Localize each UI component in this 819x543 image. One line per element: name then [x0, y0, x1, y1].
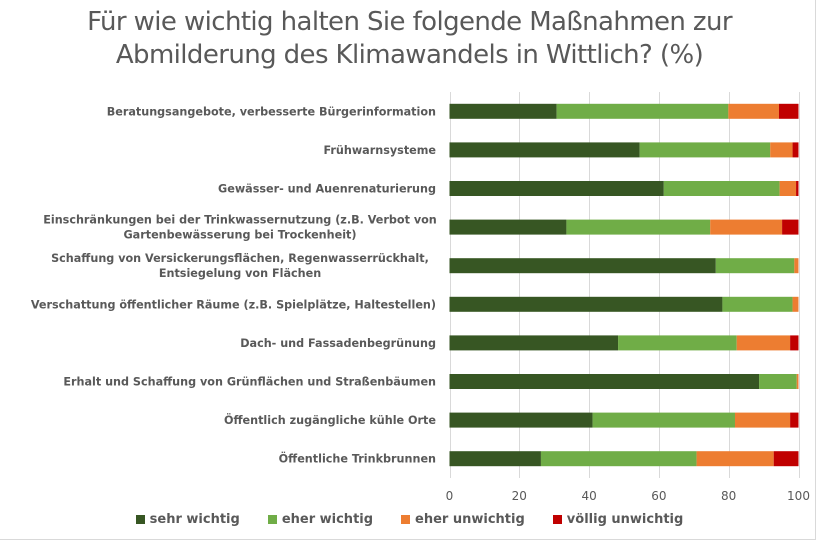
bar-segment-sehr-wichtig — [449, 296, 723, 312]
legend-item: eher unwichtig — [401, 512, 525, 527]
bar-segment-eher-unwichtig — [794, 258, 799, 274]
bar-segment-sehr-wichtig — [449, 335, 619, 351]
legend-swatch-icon — [135, 515, 145, 524]
bar-segment-eher-unwichtig — [710, 219, 783, 235]
bar-segment-sehr-wichtig — [449, 219, 567, 235]
bar-segment-sehr-wichtig — [449, 374, 760, 389]
category-label: Dach- und Fassadenbegrünung — [240, 337, 436, 350]
bar-segment-völlig-unwichtig — [790, 412, 799, 428]
bar-segment-sehr-wichtig — [449, 412, 593, 428]
chart-title-line-2: Abmilderung des Klimawandels in Wittlich… — [115, 40, 704, 70]
bar-segment-sehr-wichtig — [449, 181, 664, 196]
category-label: Beratungsangebote, verbesserte Bürgerinf… — [107, 105, 436, 118]
x-tick-label: 20 — [512, 489, 527, 503]
chart-title: Für wie wichtig halten Sie folgende Maßn… — [0, 6, 819, 72]
bar-segment-sehr-wichtig — [449, 142, 640, 158]
bar-segment-eher-wichtig — [592, 412, 735, 428]
bar-segment-völlig-unwichtig — [773, 451, 799, 467]
chart-legend: sehr wichtig eher wichtig eher unwichtig vö… — [0, 512, 819, 527]
chart-title-line-1: Für wie wichtig halten Sie folgende Maßn… — [87, 7, 732, 37]
category-label: Verschattung öffentlicher Räume (z.B. Sp… — [31, 298, 436, 311]
bar-segment-eher-unwichtig — [796, 374, 799, 389]
category-label: Öffentliche Trinkbrunnen — [279, 452, 436, 466]
bar-segment-eher-unwichtig — [734, 412, 791, 428]
x-tick-label: 0 — [446, 489, 454, 503]
category-label: Erhalt und Schaffung von Grünflächen und… — [63, 376, 436, 389]
legend-label: eher wichtig — [281, 512, 374, 527]
legend-label: völlig unwichtig — [566, 512, 684, 527]
bar-segment-völlig-unwichtig — [792, 142, 799, 158]
x-tick-label: 80 — [721, 489, 736, 503]
bar-segment-eher-wichtig — [618, 335, 737, 351]
legend-item: sehr wichtig — [135, 512, 240, 527]
legend-swatch-icon — [267, 515, 277, 524]
x-tick-label: 40 — [581, 489, 596, 503]
category-label: Schaffung von Versickerungsflächen, Rege… — [51, 252, 429, 265]
legend-label: eher unwichtig — [415, 512, 525, 527]
bar-segment-eher-wichtig — [722, 296, 793, 312]
legend-item: eher wichtig — [267, 512, 374, 527]
bar-segment-sehr-wichtig — [449, 103, 557, 119]
bar-segment-eher-wichtig — [566, 219, 711, 235]
category-label: Entsiegelung von Flächen — [159, 267, 321, 280]
legend-item: völlig unwichtig — [552, 512, 684, 527]
bar-segment-eher-wichtig — [540, 451, 697, 467]
bar-segment-eher-wichtig — [556, 103, 729, 119]
bar-segment-völlig-unwichtig — [796, 181, 799, 196]
bar-segment-eher-wichtig — [639, 142, 771, 158]
legend-swatch-icon — [552, 515, 562, 524]
x-tick-label: 100 — [787, 489, 810, 503]
category-label: Gartenbewässerung bei Trockenheit) — [124, 229, 357, 242]
bar-segment-eher-unwichtig — [770, 142, 793, 158]
legend-label: sehr wichtig — [149, 512, 240, 527]
bar-segment-völlig-unwichtig — [790, 335, 799, 351]
bar-segment-eher-unwichtig — [728, 103, 779, 119]
bar-segment-eher-unwichtig — [779, 181, 797, 196]
bar-segment-eher-unwichtig — [736, 335, 791, 351]
bar-segment-eher-wichtig — [715, 258, 795, 274]
category-label: Einschränkungen bei der Trinkwassernutzu… — [43, 214, 437, 227]
bar-segment-sehr-wichtig — [449, 258, 716, 274]
bar-segment-völlig-unwichtig — [778, 103, 799, 119]
category-label: Gewässer- und Auenrenaturierung — [218, 183, 436, 196]
bar-segment-eher-wichtig — [759, 374, 797, 389]
bar-segment-völlig-unwichtig — [782, 219, 799, 235]
legend-swatch-icon — [401, 515, 411, 524]
category-label: Frühwarnsysteme — [323, 144, 436, 157]
x-tick-label: 60 — [651, 489, 666, 503]
bar-segment-sehr-wichtig — [449, 451, 541, 467]
bar-segment-eher-wichtig — [663, 181, 780, 196]
category-label: Öffentlich zugängliche kühle Orte — [224, 413, 436, 427]
bar-segment-eher-unwichtig — [696, 451, 774, 467]
bar-segment-eher-unwichtig — [792, 296, 799, 312]
